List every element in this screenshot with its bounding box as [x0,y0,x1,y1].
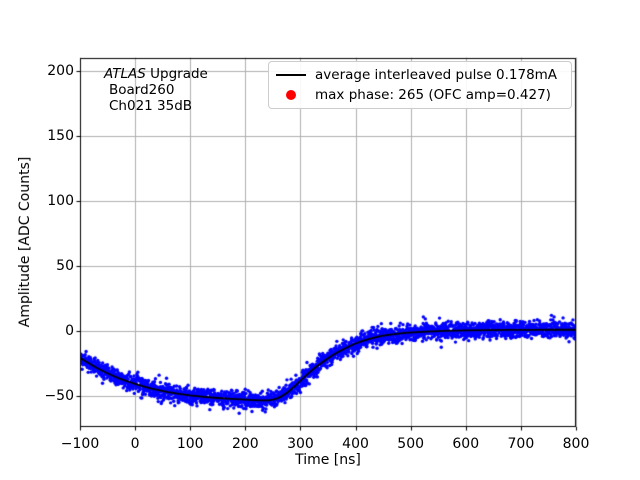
y-tick-label: 150 [47,128,74,144]
y-tick-label: 200 [47,62,74,79]
x-tick-label: 0 [130,436,140,452]
legend-dot-icon [286,89,296,100]
annotation-line-1: ATLAS Upgrade [104,66,208,82]
legend: average interleaved pulse 0.178mA max ph… [268,61,572,109]
x-tick-label: 300 [287,436,314,452]
x-tick-label: 500 [397,436,425,452]
x-tick-label: −100 [60,436,100,452]
y-tick-label: 0 [65,323,74,340]
annotation-atlas-text: ATLAS [104,66,146,82]
y-tick-label: −50 [44,388,74,405]
x-tick-label: 400 [342,436,369,452]
legend-entry-max-phase: max phase: 265 (OFC amp=0.427) [276,87,564,103]
y-tick-label: 50 [56,258,74,275]
x-tick-label: 700 [507,436,535,452]
x-tick-label: 100 [176,436,204,452]
y-axis-label: Amplitude [ADC Counts] [17,156,33,328]
y-tick-label: 100 [47,193,74,210]
plot-annotation: ATLAS Upgrade Board260 Ch021 35dB [104,66,208,114]
x-axis-label: Time [ns] [295,452,361,468]
legend-label-average-pulse: average interleaved pulse 0.178mA [315,67,558,84]
x-tick-label: 200 [231,436,259,452]
annotation-upgrade-text: Upgrade [145,66,208,82]
legend-label-max-phase: max phase: 265 (OFC amp=0.427) [315,86,551,103]
annotation-board-text: Board260 [109,82,175,98]
x-tick-label: 600 [452,436,480,452]
annotation-channel-text: Ch021 35dB [109,98,193,114]
legend-entry-average-pulse: average interleaved pulse 0.178mA [276,67,564,83]
x-tick-label: 800 [562,436,590,452]
legend-line-swatch [276,74,306,77]
